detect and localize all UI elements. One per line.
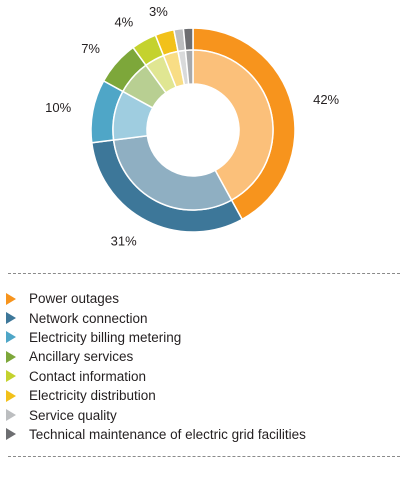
legend-marker-ancillary-services — [6, 350, 16, 363]
legend-label-electricity-distribution: Electricity distribution — [29, 388, 156, 404]
legend-marker-technical-maintenance-of-electric-grid-facilities — [6, 428, 16, 441]
chart-data-labels: 42% 31% 10% 7% 4% 3% — [45, 4, 339, 249]
data-label-network-connection: 31% — [111, 233, 137, 248]
chart-slices — [90, 27, 296, 233]
legend-item-service-quality: Service quality — [6, 405, 306, 424]
legend-marker-electricity-billing-metering — [6, 331, 16, 344]
data-label-power-outages: 42% — [313, 92, 339, 107]
legend-item-network-connection: Network connection — [6, 308, 306, 327]
data-label-electricity-billing-metering: 10% — [45, 100, 71, 115]
legend-item-electricity-distribution: Electricity distribution — [6, 386, 306, 405]
donut-chart: 42% 31% 10% 7% 4% 3% — [45, 4, 339, 249]
top-divider — [8, 273, 400, 274]
legend-item-contact-information: Contact information — [6, 367, 306, 386]
legend-label-power-outages: Power outages — [29, 291, 120, 307]
legend-marker-electricity-distribution — [6, 389, 16, 402]
legend-marker-contact-information — [6, 370, 16, 383]
chart-legend: Power outages Network connection Electrici… — [6, 289, 306, 444]
legend-label-network-connection: Network connection — [29, 310, 148, 326]
bottom-divider — [8, 456, 400, 457]
data-label-electricity-distribution: 3% — [149, 4, 168, 19]
legend-marker-service-quality — [6, 409, 16, 422]
legend-label-service-quality: Service quality — [29, 407, 117, 423]
data-label-contact-information: 4% — [114, 14, 133, 29]
legend-marker-power-outages — [6, 292, 16, 305]
legend-label-technical-maintenance-of-electric-grid-facilities: Technical maintenance of electric grid f… — [29, 426, 306, 442]
legend-item-power-outages: Power outages — [6, 289, 306, 308]
legend-item-technical-maintenance-of-electric-grid-facilities: Technical maintenance of electric grid f… — [6, 425, 306, 444]
legend-label-ancillary-services: Ancillary services — [29, 349, 134, 365]
legend-label-electricity-billing-metering: Electricity billing metering — [29, 329, 182, 345]
slice-inner-power-outages — [192, 49, 274, 202]
slice-outer-technical-maintenance-of-electric-grid-facilities — [182, 27, 194, 52]
data-label-ancillary-services: 7% — [81, 41, 100, 56]
legend-item-ancillary-services: Ancillary services — [6, 347, 306, 366]
slice-inner-network-connection — [112, 134, 233, 211]
legend-marker-network-connection — [6, 312, 16, 325]
slice-inner-technical-maintenance-of-electric-grid-facilities — [184, 49, 194, 86]
legend-label-contact-information: Contact information — [29, 368, 147, 384]
legend-item-electricity-billing-metering: Electricity billing metering — [6, 328, 306, 347]
